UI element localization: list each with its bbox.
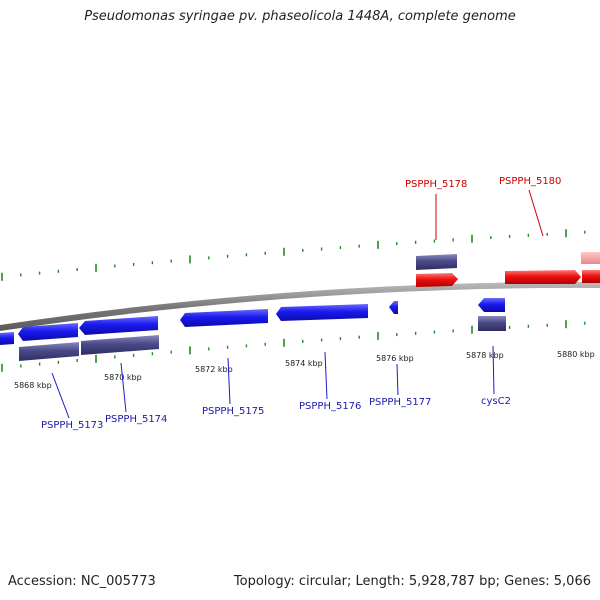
gene-arrow-PSPPH_5178[interactable]	[416, 273, 458, 287]
map-title: Pseudomonas syringae pv. phaseolicola 14…	[84, 9, 516, 24]
gene-label-PSPPH_5178[interactable]: PSPPH_5178	[405, 179, 467, 190]
scale-label: 5878 kbp	[466, 351, 504, 360]
gene-label-PSPPH_5180[interactable]: PSPPH_5180	[499, 176, 561, 187]
scale-label: 5872 kbp	[195, 365, 233, 374]
cds-bar-cysC2[interactable]	[478, 316, 506, 331]
backbone-ring	[0, 281, 600, 331]
scale-label: 5868 kbp	[14, 381, 52, 390]
gene-arrow-PSPPH_5177[interactable]	[389, 301, 398, 314]
cds-bar-PSPPH_5174[interactable]	[81, 335, 159, 355]
scale-label: 5874 kbp	[285, 359, 323, 368]
gene-arrow-PSPPH_5175[interactable]	[180, 309, 268, 327]
gene-label-cysC2[interactable]: cysC2	[481, 396, 511, 407]
gene-arrow-PSPPH_5176[interactable]	[276, 304, 368, 321]
scale-label: 5876 kbp	[376, 354, 414, 363]
gene-label-PSPPH_5173[interactable]: PSPPH_5173	[41, 420, 103, 431]
gene-arrow-cysC2[interactable]	[478, 298, 505, 312]
gene-arrow-faded[interactable]	[581, 252, 600, 264]
accession-info: Accession: NC_005773	[8, 574, 156, 589]
topology-info: Topology: circular; Length: 5,928,787 bp…	[233, 574, 591, 589]
outer-tick-track	[1, 229, 586, 281]
gene-arrow-PSPPH_5180[interactable]	[505, 270, 581, 284]
gene-leader-lines	[51, 345, 495, 419]
cds-bar-PSPPH_5173[interactable]	[19, 342, 79, 361]
gene-label-PSPPH_5175[interactable]: PSPPH_5175	[202, 406, 264, 417]
gene-arrow-reverse[interactable]	[0, 332, 14, 345]
gene-arrow-forward[interactable]	[582, 270, 600, 283]
gene-arrow-PSPPH_5173[interactable]	[18, 323, 78, 341]
scale-label: 5880 kbp	[557, 350, 595, 359]
gene-label-PSPPH_5176[interactable]: PSPPH_5176	[299, 401, 361, 412]
gene-arrow-PSPPH_5174[interactable]	[79, 316, 158, 335]
gene-label-PSPPH_5177[interactable]: PSPPH_5177	[369, 397, 431, 408]
gene-leader-lines-forward	[435, 189, 544, 240]
cds-bar-PSPPH_5178[interactable]	[416, 254, 457, 270]
gene-label-PSPPH_5174[interactable]: PSPPH_5174	[105, 414, 167, 425]
